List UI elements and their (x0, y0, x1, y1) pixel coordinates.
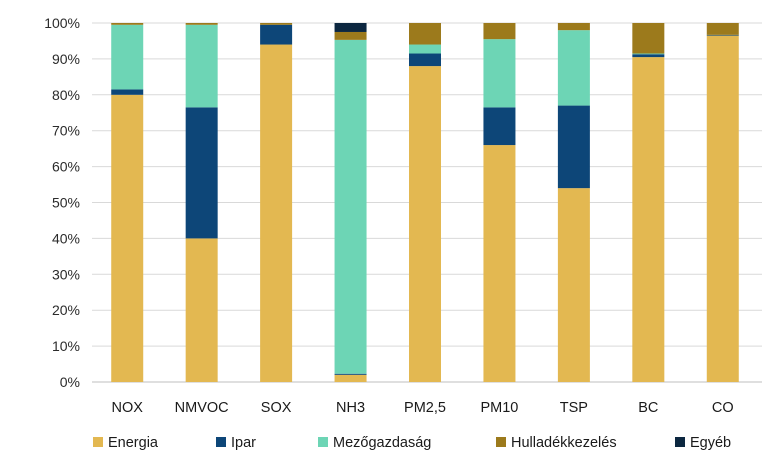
bar-segment (111, 24, 144, 90)
legend-item: Mezőgazdaság (318, 435, 431, 451)
y-tick-label: 20% (52, 302, 80, 318)
y-axis-ticks: 0% 10% 20% 30% 40% 50% 60% 70% 80% 90% 100% (44, 15, 80, 390)
legend-label: Ipar (231, 435, 256, 451)
bar-segment (260, 24, 293, 45)
bar-segment (706, 23, 739, 35)
bar-segment (483, 107, 516, 146)
y-tick-label: 70% (52, 123, 80, 139)
y-tick-label: 90% (52, 51, 80, 67)
y-tick-label: 30% (52, 266, 80, 282)
bar-stack-SOX (260, 23, 293, 382)
y-tick-label: 100% (44, 15, 80, 31)
bar-segment (632, 53, 665, 55)
bar-segment (409, 66, 441, 382)
bar-segment (409, 53, 441, 67)
bar-segment (334, 373, 367, 375)
bars (111, 23, 739, 383)
bar-segment (334, 23, 367, 32)
x-category-label: TSP (560, 400, 588, 416)
bar-segment (557, 30, 590, 106)
bar-segment (111, 89, 144, 95)
x-category-label: PM10 (480, 400, 518, 416)
bar-segment (632, 54, 665, 58)
legend-swatch (216, 437, 226, 447)
bar-segment (632, 23, 665, 54)
y-tick-label: 80% (52, 87, 80, 103)
x-category-label: NOX (112, 400, 144, 416)
legend-swatch (675, 437, 685, 447)
x-category-label: PM2,5 (404, 400, 446, 416)
bar-stack-NMVOC (185, 23, 218, 382)
bar-stack-PM2,5 (409, 23, 441, 382)
y-tick-label: 50% (52, 195, 80, 211)
bar-segment (111, 94, 144, 383)
x-category-label: SOX (261, 400, 292, 416)
bar-segment (334, 374, 367, 382)
y-tick-label: 10% (52, 338, 80, 354)
bar-segment (260, 44, 293, 382)
x-category-label: BC (638, 400, 658, 416)
bar-segment (409, 44, 441, 54)
bar-segment (557, 188, 590, 382)
bar-segment (185, 238, 218, 382)
bar-segment (483, 39, 516, 108)
legend: Energia Ipar Mezőgazdaság Hulladékkezelés Eg… (93, 435, 731, 451)
bar-segment (185, 107, 218, 239)
bar-segment (111, 23, 144, 25)
legend-item: Energia (93, 435, 159, 451)
legend-item: Ipar (216, 435, 256, 451)
bar-segment (483, 23, 516, 40)
bar-segment (334, 39, 367, 374)
x-axis-categories: NOX NMVOC SOX NH3 PM2,5 PM10 TSP BC CO (112, 400, 734, 416)
bar-stack-NH3 (334, 23, 367, 382)
y-tick-label: 40% (52, 230, 80, 246)
legend-item: Egyéb (675, 435, 731, 451)
bar-stack-CO (706, 23, 739, 382)
legend-swatch (318, 437, 328, 447)
bar-segment (706, 35, 739, 382)
bar-stack-TSP (557, 23, 590, 382)
y-tick-label: 60% (52, 159, 80, 175)
legend-label: Mezőgazdaság (333, 435, 431, 451)
bar-segment (409, 23, 441, 45)
bar-segment (185, 24, 218, 108)
legend-label: Hulladékkezelés (511, 435, 617, 451)
bar-segment (706, 34, 739, 36)
bar-stack-PM10 (483, 23, 516, 382)
bar-segment (632, 57, 665, 382)
bar-segment (483, 145, 516, 382)
bar-segment (185, 23, 218, 25)
x-category-label: NH3 (336, 400, 365, 416)
x-category-label: CO (712, 400, 734, 416)
bar-segment (557, 23, 590, 31)
bar-stack-NOX (111, 23, 144, 383)
x-category-label: NMVOC (175, 400, 229, 416)
legend-swatch (93, 437, 103, 447)
bar-segment (260, 23, 293, 25)
legend-item: Hulladékkezelés (496, 435, 617, 451)
bar-segment (334, 31, 367, 40)
bar-stack-BC (632, 23, 665, 382)
legend-label: Egyéb (690, 435, 731, 451)
bar-segment (557, 105, 590, 189)
y-tick-label: 0% (60, 374, 80, 390)
legend-swatch (496, 437, 506, 447)
legend-label: Energia (108, 435, 159, 451)
